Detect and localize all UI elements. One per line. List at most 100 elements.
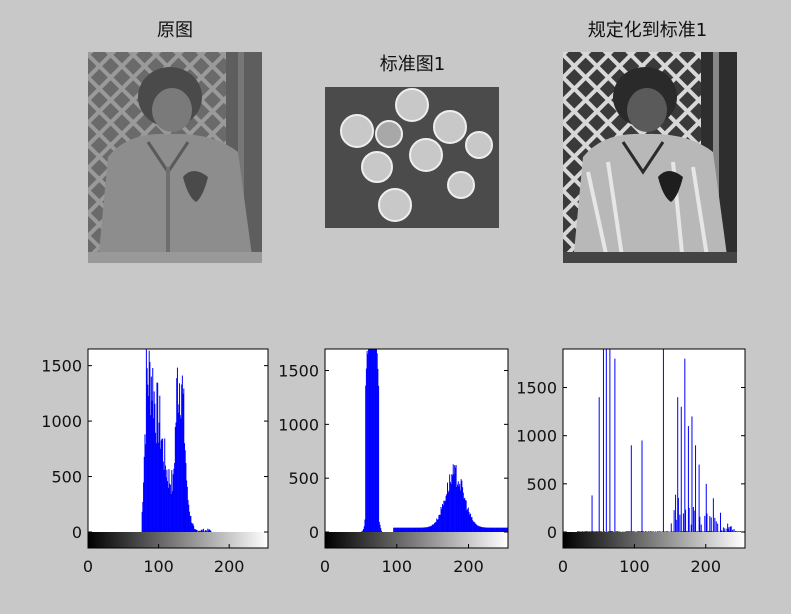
coins-photo	[325, 87, 499, 228]
axes-frame	[324, 348, 509, 549]
x-tick-label: 100	[143, 557, 174, 576]
histogram-bar	[709, 516, 711, 532]
histogram-bar	[417, 527, 419, 532]
histogram-bar	[167, 481, 169, 532]
histogram-bar	[171, 470, 173, 532]
histogram-bar	[625, 531, 627, 532]
histogram-bar	[145, 349, 147, 532]
histogram-bar	[677, 397, 679, 532]
histogram-bar	[655, 531, 657, 532]
histogram-bar	[493, 527, 495, 532]
histogram-bar	[208, 529, 210, 532]
histogram-bar	[506, 527, 508, 532]
histogram-bar	[727, 523, 729, 532]
histogram-bar	[395, 527, 397, 532]
histogram-bar	[470, 517, 472, 532]
histogram-bar	[429, 526, 431, 532]
histogram-bar	[614, 358, 616, 532]
histogram-bar	[364, 519, 366, 532]
histogram-bar	[172, 491, 173, 532]
histogram-bar	[711, 531, 713, 532]
histogram-bar	[482, 527, 484, 532]
histogram-bar	[179, 383, 181, 532]
histogram-bar	[490, 527, 492, 532]
histogram-bar	[665, 531, 667, 532]
histogram-bar	[449, 474, 451, 532]
histogram-bar	[492, 527, 494, 532]
histogram-bar	[396, 527, 398, 532]
histogram-bar	[409, 527, 411, 532]
histogram-bar	[717, 523, 719, 532]
histogram-bar	[730, 526, 732, 532]
histogram-bar	[430, 526, 432, 532]
histogram-bars	[360, 349, 508, 532]
y-tick-label: 1000	[41, 412, 82, 431]
histogram-bar	[486, 527, 488, 532]
histogram-bar	[401, 527, 403, 532]
histogram-bar	[437, 519, 439, 532]
histogram-bar	[173, 468, 175, 532]
histogram-bar	[458, 486, 460, 532]
x-tick-label: 200	[214, 557, 245, 576]
child-photo	[88, 52, 262, 263]
histogram-bar	[462, 487, 464, 532]
histogram-bar	[708, 531, 710, 532]
histogram-bar	[406, 527, 408, 532]
histogram-specified: 0 500 1000 1500 0 100 200	[516, 348, 746, 576]
histogram-bar	[641, 440, 643, 532]
histogram-bar	[432, 524, 434, 532]
histogram-bar	[492, 527, 494, 532]
histogram-bar	[156, 382, 158, 532]
histogram-bar	[154, 403, 156, 532]
histogram-bar	[176, 378, 178, 532]
histogram-bar	[733, 529, 735, 532]
histogram-bar	[410, 527, 412, 532]
histogram-bar	[148, 396, 149, 532]
plot-area	[325, 349, 508, 532]
histogram-bar	[685, 531, 687, 532]
histogram-bar	[732, 531, 734, 532]
histogram-bar	[453, 474, 455, 532]
histogram-bar	[148, 350, 150, 532]
histogram-bar	[694, 510, 696, 532]
histogram-bar	[715, 521, 717, 532]
histogram-bar	[419, 527, 421, 532]
histogram-bar	[717, 531, 719, 532]
histogram-bar	[706, 513, 708, 532]
histogram-bar	[500, 527, 502, 532]
histogram-bar	[424, 527, 426, 532]
x-tick-label: 0	[558, 557, 568, 576]
histogram-bar	[485, 527, 487, 532]
histogram-bar	[700, 524, 702, 532]
histogram-bar	[194, 529, 196, 532]
histogram-bar	[499, 527, 501, 532]
histogram-bar	[143, 456, 145, 532]
histogram-bar	[485, 527, 487, 532]
histogram-bar	[166, 469, 168, 532]
histogram-bar	[578, 531, 580, 532]
histogram-bar	[426, 527, 428, 532]
histogram-bar	[200, 529, 202, 532]
y-tick-label: 1000	[516, 427, 557, 446]
histogram-bar	[710, 531, 712, 532]
histogram-standard: 0 500 1000 1500 0 100 200	[278, 348, 509, 576]
histogram-bar	[616, 531, 618, 532]
histogram-bar	[627, 531, 629, 532]
histogram-bar	[436, 519, 438, 532]
histogram-bar	[424, 527, 426, 532]
histogram-bar	[691, 416, 693, 532]
histogram-bar	[198, 530, 200, 532]
histogram-bar	[686, 531, 688, 532]
histogram-bar	[427, 526, 429, 532]
histogram-bar	[710, 517, 712, 532]
histogram-bar	[651, 531, 653, 532]
histogram-bar	[639, 531, 641, 532]
histogram-bar	[441, 509, 443, 532]
histogram-bar	[180, 418, 182, 532]
histogram-bar	[738, 531, 740, 532]
histogram-bar	[677, 497, 679, 532]
histogram-bar	[737, 531, 739, 532]
histogram-bar	[145, 444, 147, 532]
